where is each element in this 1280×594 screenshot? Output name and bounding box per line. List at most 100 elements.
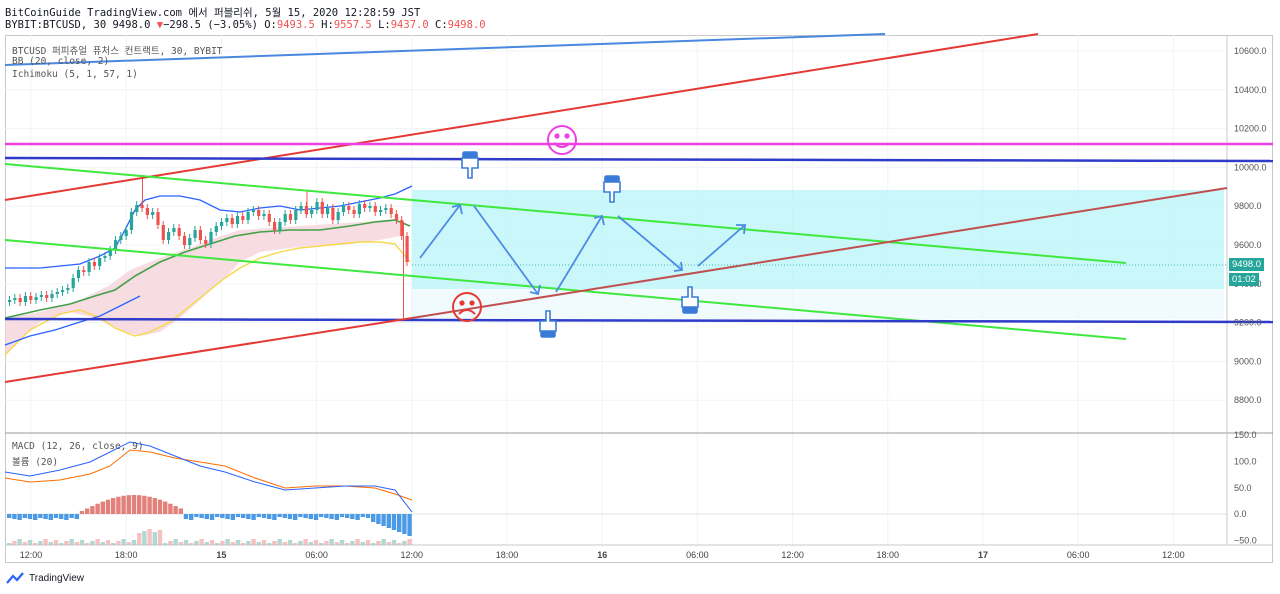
candle-body — [39, 295, 43, 297]
volume-bar — [74, 542, 79, 545]
volume-bar — [386, 542, 391, 545]
candle-body — [214, 226, 218, 232]
volume-bar — [121, 539, 126, 545]
candle-body — [76, 270, 81, 278]
macd-histogram-bar — [355, 514, 360, 520]
macd-histogram-bar — [111, 498, 116, 514]
upper-blue-trendline[interactable] — [4, 33, 886, 66]
macd-histogram-bar — [313, 514, 319, 520]
candle-body — [8, 300, 12, 302]
volume-bar — [142, 531, 147, 545]
smiley-face-icon — [547, 125, 577, 155]
macd-histogram-bar — [116, 496, 121, 514]
macd-histogram-bar — [64, 514, 69, 520]
time-tick-label: 06:00 — [305, 550, 328, 560]
tradingview-logo-icon — [6, 572, 24, 584]
candle-body — [299, 206, 303, 210]
macd-histogram-bar — [282, 514, 287, 518]
volume-bar — [131, 540, 137, 545]
macd-histogram-bar — [22, 514, 27, 518]
candle-body — [182, 236, 187, 245]
volume-bar — [22, 542, 27, 545]
volume-bar — [225, 539, 230, 545]
footer: TradingView — [6, 572, 84, 584]
macd-histogram-bar — [350, 514, 355, 519]
upper-red-trendline[interactable] — [4, 33, 1039, 201]
candle-body — [262, 214, 266, 216]
price-tick-label: 8800.0 — [1234, 395, 1262, 405]
volume-bar — [59, 543, 64, 545]
volume-bar — [137, 533, 142, 545]
macd-histogram-bar — [397, 514, 402, 532]
macd-histogram-bar — [360, 514, 365, 517]
macd-histogram-bar — [105, 499, 111, 514]
macd-histogram-bar — [126, 495, 131, 514]
macd-histogram-bar — [74, 514, 79, 519]
volume-bar — [339, 540, 345, 545]
macd-histogram-bar — [12, 514, 17, 519]
time-tick-label: 12:00 — [20, 550, 43, 560]
macd-tick-label: 150.0 — [1234, 430, 1257, 440]
candle-body — [172, 228, 176, 232]
macd-histogram-bar — [43, 514, 48, 519]
candle-body — [145, 208, 149, 215]
candle-body — [315, 202, 319, 210]
macd-axis[interactable]: 150.0 100.0 50.0 0.0 −50.0 — [1234, 430, 1257, 546]
volume-bar — [334, 542, 339, 545]
macd-histogram-bar — [267, 514, 272, 519]
macd-histogram-bar — [220, 514, 225, 518]
volume-bar — [397, 543, 402, 545]
macd-histogram-bar — [371, 514, 376, 522]
macd-histogram-bar — [38, 514, 43, 518]
volume-bar — [303, 539, 308, 545]
macd-histogram-bar — [137, 495, 142, 514]
macd-histogram-bar — [131, 495, 137, 514]
price-tick-label: 10400.0 — [1234, 85, 1267, 95]
volume-bar — [256, 542, 261, 545]
candle-body — [71, 278, 75, 288]
support-blue-line[interactable] — [4, 317, 1274, 324]
candle-body — [45, 295, 49, 298]
macd-histogram-bar — [157, 499, 163, 514]
low-value: 9437.0 — [390, 19, 429, 31]
volume-bar — [319, 543, 324, 545]
macd-histogram-bar — [246, 514, 251, 519]
volume-bar — [235, 540, 241, 545]
macd-histogram-bar — [183, 514, 189, 519]
candle-body — [135, 205, 139, 212]
volume-bar — [48, 542, 53, 545]
candle-body — [341, 206, 346, 212]
candle-body — [363, 204, 367, 208]
volume-bar — [12, 541, 17, 545]
macd-histogram-bar — [100, 501, 105, 514]
macd-signal-line — [4, 449, 413, 501]
candle-body — [304, 206, 308, 214]
volume-bar — [189, 543, 194, 545]
lower-red-trendline[interactable] — [4, 317, 413, 383]
channel-lower-green-line[interactable] — [4, 239, 1127, 340]
volume-legend: 볼륨 (20) — [12, 457, 59, 468]
time-axis[interactable]: 12:00 18:00 15 06:00 12:00 18:00 16 06:00 12:00 1… — [20, 550, 1185, 560]
candle-body — [389, 208, 393, 214]
candle-body — [352, 210, 356, 214]
resistance-blue-line[interactable] — [4, 156, 1274, 163]
macd-histogram-bar — [48, 514, 53, 520]
macd-histogram-bar — [407, 514, 412, 536]
bb-legend: BB (20, close, 2) — [12, 56, 110, 67]
volume-bar — [345, 543, 350, 545]
hand-pointing-down-icon — [603, 175, 621, 203]
hand-icons — [461, 151, 699, 338]
macd-histogram-bar — [241, 514, 246, 518]
candle-body — [151, 212, 155, 215]
macd-pane — [4, 441, 1227, 545]
projection-path[interactable] — [419, 203, 747, 296]
candle-body — [241, 216, 245, 220]
candle-body — [119, 236, 123, 240]
volume-bar — [194, 541, 199, 545]
price-change: −298.5 (−3.05%) — [163, 19, 258, 31]
candle-body — [310, 210, 314, 214]
price-axis[interactable]: 10600.0 10400.0 10200.0 10000.0 9800.0 9600.0… — [1234, 46, 1267, 405]
channel-upper-green-line[interactable] — [4, 163, 1127, 264]
lower-red-trendline-projection[interactable] — [411, 187, 1228, 319]
